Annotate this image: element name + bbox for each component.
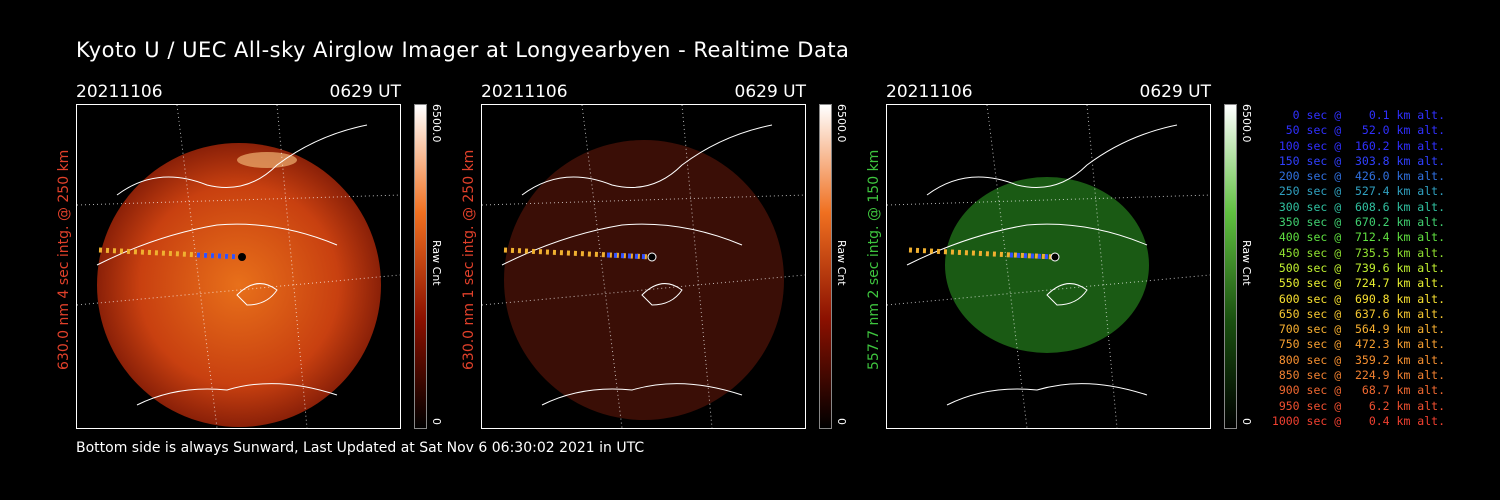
legend-row: 350 sec @ 670.2 km alt. bbox=[1271, 215, 1445, 230]
footer-note: Bottom side is always Sunward, Last Upda… bbox=[76, 440, 645, 456]
allsky-image-svg bbox=[482, 105, 805, 428]
colorbar-max: 6500.0 bbox=[835, 104, 848, 143]
station-marker bbox=[1050, 252, 1060, 262]
panel-ylabel: 557.7 nm 2 sec intg. @ 150 km bbox=[866, 149, 882, 370]
sky-disc bbox=[97, 143, 381, 427]
legend-row: 750 sec @ 472.3 km alt. bbox=[1271, 337, 1445, 352]
legend-row: 0 sec @ 0.1 km alt. bbox=[1271, 108, 1445, 122]
coastline bbox=[501, 223, 743, 266]
legend-row: 1000 sec @ 0.4 km alt. bbox=[1271, 413, 1445, 428]
legend-row: 450 sec @ 735.5 km alt. bbox=[1271, 245, 1445, 260]
panel-557-2sec: 20211106 0629 UT bbox=[886, 82, 1211, 430]
panel-ylabel: 630.0 nm 1 sec intg. @ 250 km bbox=[461, 149, 477, 370]
colorbar bbox=[819, 104, 832, 429]
colorbar bbox=[1224, 104, 1237, 429]
legend-row: 950 sec @ 6.2 km alt. bbox=[1271, 398, 1445, 413]
allsky-image-svg bbox=[887, 105, 1210, 428]
station-marker bbox=[647, 252, 657, 262]
legend-row: 500 sec @ 739.6 km alt. bbox=[1271, 260, 1445, 275]
legend-row: 250 sec @ 527.4 km alt. bbox=[1271, 184, 1445, 199]
allsky-image bbox=[481, 104, 806, 429]
colorbar-unit: Raw Cnt bbox=[430, 240, 443, 286]
legend-row: 50 sec @ 52.0 km alt. bbox=[1271, 123, 1445, 138]
legend-row: 650 sec @ 637.6 km alt. bbox=[1271, 306, 1445, 321]
legend-row: 200 sec @ 426.0 km alt. bbox=[1271, 169, 1445, 184]
legend-row: 550 sec @ 724.7 km alt. bbox=[1271, 276, 1445, 291]
legend-row: 300 sec @ 608.6 km alt. bbox=[1271, 199, 1445, 214]
legend-row: 400 sec @ 712.4 km alt. bbox=[1271, 230, 1445, 245]
colorbar bbox=[414, 104, 427, 429]
colorbar-unit: Raw Cnt bbox=[835, 240, 848, 286]
sky-disc bbox=[945, 177, 1149, 353]
panel-time: 0629 UT bbox=[734, 82, 807, 102]
panel-time: 0629 UT bbox=[329, 82, 402, 102]
allsky-image bbox=[76, 104, 401, 429]
colorbar-min: 0 bbox=[835, 418, 848, 425]
trajectory bbox=[908, 247, 1056, 260]
legend-row: 600 sec @ 690.8 km alt. bbox=[1271, 291, 1445, 306]
coastline bbox=[906, 223, 1148, 266]
colorbar-min: 0 bbox=[430, 418, 443, 425]
sky-disc bbox=[504, 140, 784, 420]
panel-date: 20211106 bbox=[76, 82, 163, 102]
colorbar-max: 6500.0 bbox=[430, 104, 443, 143]
panel-date: 20211106 bbox=[886, 82, 973, 102]
panel-630-4sec: 20211106 0629 UT bbox=[76, 82, 401, 430]
panel-ylabel: 630.0 nm 4 sec intg. @ 250 km bbox=[56, 149, 72, 370]
legend-row: 850 sec @ 224.9 km alt. bbox=[1271, 368, 1445, 383]
legend-row: 700 sec @ 564.9 km alt. bbox=[1271, 322, 1445, 337]
allsky-image-svg bbox=[77, 105, 400, 428]
station-marker bbox=[238, 253, 246, 261]
legend-row: 150 sec @ 303.8 km alt. bbox=[1271, 153, 1445, 168]
panel-time: 0629 UT bbox=[1139, 82, 1212, 102]
page-title: Kyoto U / UEC All-sky Airglow Imager at … bbox=[76, 38, 850, 62]
panel-date: 20211106 bbox=[481, 82, 568, 102]
coastline bbox=[96, 223, 338, 266]
legend-row: 800 sec @ 359.2 km alt. bbox=[1271, 352, 1445, 367]
legend-row: 100 sec @ 160.2 km alt. bbox=[1271, 138, 1445, 153]
panel-630-1sec: 20211106 0629 UT bbox=[481, 82, 806, 430]
legend-row: 900 sec @ 68.7 km alt. bbox=[1271, 383, 1445, 398]
allsky-image bbox=[886, 104, 1211, 429]
time-altitude-legend: 0 sec @ 0.1 km alt. 50 sec @ 52.0 km alt… bbox=[1250, 108, 1445, 429]
